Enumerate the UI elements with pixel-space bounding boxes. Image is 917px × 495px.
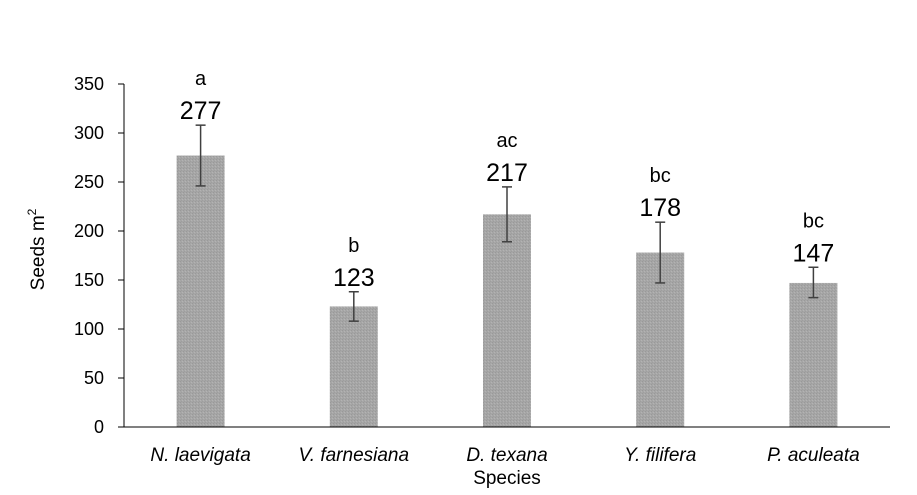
y-tick-label: 250 <box>74 172 104 192</box>
bar <box>176 155 225 428</box>
category-label: P. aculeata <box>767 445 860 466</box>
category-labels: N. laevigata V. farnesiana D. texana Y. fil… <box>150 445 859 466</box>
y-tick-label: 150 <box>74 270 104 290</box>
category-label: Y. filifera <box>624 445 696 466</box>
significance-letter: bc <box>803 210 824 232</box>
data-labels: 277 a 123 b 217 ac 178 bc 147 bc <box>180 68 835 292</box>
value-label: 217 <box>486 159 528 187</box>
value-label: 147 <box>793 239 835 267</box>
y-tick-label: 0 <box>94 417 104 437</box>
error-bars <box>195 124 819 322</box>
y-axis-ticks: 0 50 100 150 200 250 300 350 <box>74 74 124 437</box>
bar <box>483 214 531 427</box>
y-tick-label: 350 <box>74 74 104 94</box>
bars <box>176 155 838 428</box>
y-axis-title-superscript: 2 <box>25 208 39 215</box>
x-axis-title: Species <box>473 468 541 489</box>
y-tick-label: 50 <box>84 368 104 388</box>
y-tick-label: 200 <box>74 221 104 241</box>
y-tick-label: 100 <box>74 319 104 339</box>
y-axis-title: Seeds m2 <box>25 208 49 290</box>
significance-letter: bc <box>650 165 671 187</box>
category-label: D. texana <box>466 445 547 466</box>
value-label: 178 <box>639 194 681 222</box>
significance-letter: b <box>348 235 359 257</box>
y-tick-label: 300 <box>74 123 104 143</box>
category-label: N. laevigata <box>150 445 250 466</box>
axes <box>123 84 890 428</box>
value-label: 277 <box>180 97 222 125</box>
significance-letter: ac <box>496 130 517 152</box>
significance-letter: a <box>195 68 207 90</box>
value-label: 123 <box>333 264 375 292</box>
category-label: V. farnesiana <box>299 445 410 466</box>
bar <box>329 306 378 427</box>
y-axis-title-text: Seeds m <box>28 215 49 290</box>
bar <box>789 282 838 427</box>
